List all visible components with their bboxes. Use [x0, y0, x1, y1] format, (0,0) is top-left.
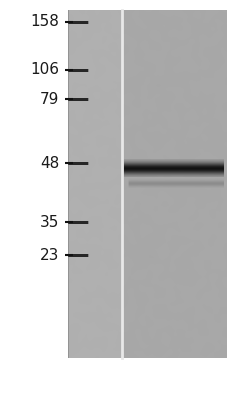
Bar [121, 10, 227, 358]
Text: 79: 79 [40, 92, 59, 107]
Text: 158: 158 [30, 14, 59, 30]
Text: 106: 106 [30, 62, 59, 78]
Text: 35: 35 [40, 214, 59, 230]
Text: 48: 48 [40, 156, 59, 171]
Text: 23: 23 [40, 248, 59, 263]
Bar [68, 10, 121, 358]
